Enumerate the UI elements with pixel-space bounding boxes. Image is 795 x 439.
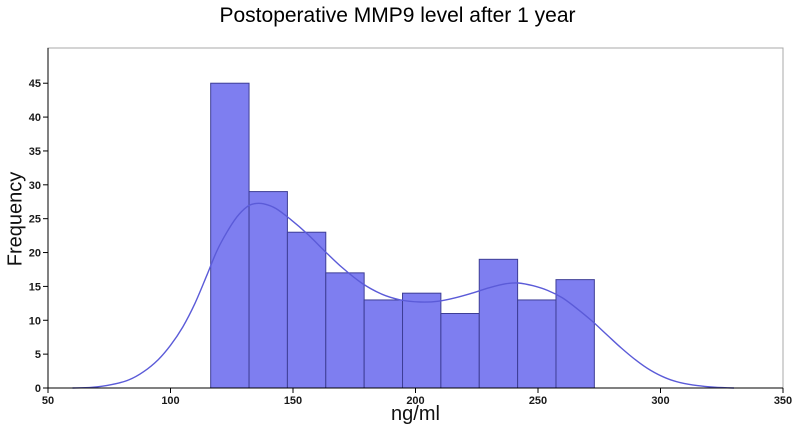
histogram-bar <box>517 299 557 389</box>
histogram-bar <box>325 272 365 389</box>
y-tick-label: 5 <box>35 349 41 361</box>
histogram-bar <box>402 292 442 389</box>
y-tick-label: 45 <box>29 78 41 90</box>
histogram-bar <box>555 279 595 389</box>
x-tick-label: 250 <box>529 395 547 407</box>
histogram-bar <box>363 299 404 389</box>
x-tick-label: 300 <box>651 395 669 407</box>
y-tick-label: 10 <box>29 315 41 327</box>
y-tick-label: 35 <box>29 146 41 158</box>
histogram-bar <box>210 82 250 389</box>
y-tick-label: 20 <box>29 248 41 260</box>
histogram-bar <box>286 231 327 389</box>
x-axis-title: ng/ml <box>391 403 440 425</box>
y-tick-label: 30 <box>29 180 41 192</box>
y-tick-label: 25 <box>29 214 41 226</box>
y-tick-label: 40 <box>29 112 41 124</box>
histogram-bar <box>440 312 480 389</box>
x-tick-label: 150 <box>284 395 302 407</box>
x-tick-label: 350 <box>774 395 792 407</box>
density-curve <box>72 202 735 389</box>
histogram-bar <box>478 258 519 389</box>
x-tick-label: 50 <box>42 395 54 407</box>
x-tick-label: 100 <box>161 395 179 407</box>
x-tick-label: 200 <box>406 395 424 407</box>
chart-title: Postoperative MMP9 level after 1 year <box>219 4 576 27</box>
y-tick-label: 15 <box>29 281 41 293</box>
histogram-bar <box>248 191 288 389</box>
y-tick-label: 0 <box>35 383 41 395</box>
